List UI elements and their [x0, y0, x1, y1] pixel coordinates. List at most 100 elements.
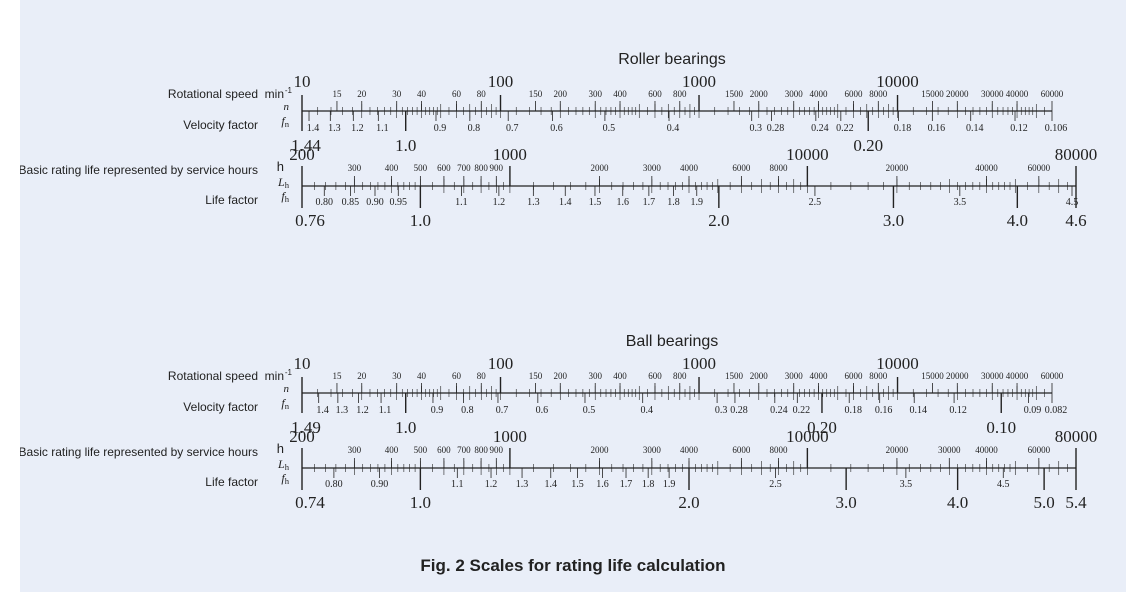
velocity-minor-label: 0.24: [811, 123, 829, 134]
velocity-minor-label: 0.3: [749, 123, 762, 134]
label-n-symbol: n: [284, 101, 290, 113]
speed-minor-label: 15: [332, 89, 342, 99]
life-minor-label: 30000: [938, 445, 961, 455]
label-rotational-speed: Rotational speed: [168, 87, 258, 101]
velocity-minor-label: 0.7: [496, 405, 509, 416]
label-lh-symbol: Lh: [277, 175, 290, 190]
lifefactor-minor-label: 2.5: [809, 197, 822, 208]
label-fh-symbol: fh: [281, 471, 289, 486]
velocity-minor-label: 0.5: [603, 123, 616, 134]
lifefactor-minor-label: 3.5: [900, 479, 913, 490]
speed-minor-label: 20: [357, 89, 367, 99]
life-major-label: 1000: [493, 427, 527, 446]
speed-minor-label: 2000: [750, 89, 769, 99]
life-minor-label: 60000: [1028, 445, 1051, 455]
speed-minor-label: 1500: [725, 89, 744, 99]
speed-minor-label: 200: [554, 371, 568, 381]
lifefactor-minor-label: 1.2: [485, 479, 498, 490]
label-fh-symbol: fh: [281, 189, 289, 204]
velocity-minor-label: 0.28: [730, 405, 748, 416]
speed-minor-label: 30: [392, 371, 402, 381]
speed-minor-label: 300: [588, 371, 602, 381]
life-minor-label: 400: [385, 445, 399, 455]
life-minor-label: 8000: [770, 163, 789, 173]
lifefactor-major-label: 0.74: [295, 493, 325, 512]
speed-minor-label: 6000: [844, 371, 863, 381]
velocity-minor-label: 0.4: [667, 123, 680, 134]
lifefactor-major-label: 1.0: [410, 211, 431, 230]
speed-minor-label: 15000: [921, 89, 944, 99]
speed-minor-label: 800: [673, 371, 687, 381]
velocity-minor-label: 1.3: [336, 405, 349, 416]
velocity-minor-label: 0.09: [1024, 405, 1042, 416]
life-minor-label: 300: [348, 445, 362, 455]
life-minor-label: 900: [490, 163, 504, 173]
lifefactor-major-label: 4.0: [1007, 211, 1028, 230]
velocity-major-label: 0.20: [807, 418, 837, 437]
life-major-label: 80000: [1055, 145, 1098, 164]
lifefactor-minor-label: 1.7: [643, 197, 656, 208]
lifefactor-minor-label: 3.5: [954, 197, 967, 208]
lifefactor-minor-label: 1.9: [691, 197, 704, 208]
speed-minor-label: 200: [554, 89, 568, 99]
speed-minor-label: 60000: [1041, 371, 1064, 381]
velocity-minor-label: 0.18: [844, 405, 862, 416]
label-speed-unit: min: [265, 87, 284, 101]
speed-minor-label: 20: [357, 371, 367, 381]
life-minor-label: 600: [437, 445, 451, 455]
label-h-unit: h: [277, 441, 284, 456]
velocity-minor-label: 0.8: [468, 123, 481, 134]
lifefactor-minor-label: 0.80: [316, 197, 334, 208]
lifefactor-major-label: 5.4: [1065, 493, 1087, 512]
velocity-minor-label: 0.24: [770, 405, 788, 416]
speed-minor-label: 40000: [1006, 371, 1029, 381]
label-fn-symbol: fn: [281, 396, 289, 411]
speed-minor-label: 8000: [869, 371, 888, 381]
life-minor-label: 600: [437, 163, 451, 173]
speed-minor-label: 20000: [946, 89, 969, 99]
lifefactor-minor-label: 0.90: [366, 197, 384, 208]
lifefactor-major-label: 4.0: [947, 493, 968, 512]
label-fn-symbol: fn: [281, 114, 289, 129]
life-minor-label: 800: [474, 445, 488, 455]
label-lh-symbol: Lh: [277, 457, 290, 472]
label-velocity-factor: Velocity factor: [183, 118, 258, 132]
life-minor-label: 500: [414, 163, 428, 173]
lifefactor-minor-label: 4.5: [1066, 197, 1079, 208]
lifefactor-minor-label: 4.5: [997, 479, 1010, 490]
lifefactor-major-label: 4.6: [1065, 211, 1086, 230]
lifefactor-minor-label: 1.9: [663, 479, 676, 490]
velocity-minor-label: 0.082: [1045, 405, 1068, 416]
lifefactor-minor-label: 1.3: [527, 197, 540, 208]
speed-minor-label: 150: [529, 371, 543, 381]
speed-minor-label: 20000: [946, 371, 969, 381]
lifefactor-minor-label: 1.7: [620, 479, 633, 490]
velocity-minor-label: 0.106: [1045, 123, 1068, 134]
life-minor-label: 4000: [680, 445, 699, 455]
life-minor-label: 700: [457, 445, 471, 455]
label-n-symbol: n: [284, 383, 290, 395]
label-speed-exp: -1: [285, 86, 293, 95]
velocity-minor-label: 0.16: [875, 405, 893, 416]
velocity-minor-label: 0.14: [909, 405, 927, 416]
velocity-major-label: 1.0: [395, 418, 416, 437]
life-minor-label: 3000: [643, 445, 662, 455]
life-minor-label: 40000: [975, 163, 998, 173]
label-life-factor: Life factor: [205, 475, 258, 489]
life-minor-label: 2000: [590, 445, 609, 455]
life-minor-label: 60000: [1028, 163, 1051, 173]
speed-minor-label: 400: [613, 371, 627, 381]
label-basic-rating-life: Basic rating life represented by service…: [20, 445, 258, 459]
lifefactor-minor-label: 0.90: [371, 479, 389, 490]
lifefactor-major-label: 3.0: [883, 211, 904, 230]
speed-minor-label: 2000: [750, 371, 769, 381]
life-minor-label: 4000: [680, 163, 699, 173]
life-major-label: 10000: [786, 427, 829, 446]
lifefactor-major-label: 2.0: [678, 493, 699, 512]
velocity-minor-label: 0.3: [715, 405, 728, 416]
velocity-minor-label: 0.14: [966, 123, 984, 134]
lifefactor-minor-label: 1.5: [571, 479, 584, 490]
speed-minor-label: 3000: [785, 89, 804, 99]
label-speed-unit: min: [265, 369, 284, 383]
speed-minor-label: 30000: [981, 371, 1004, 381]
